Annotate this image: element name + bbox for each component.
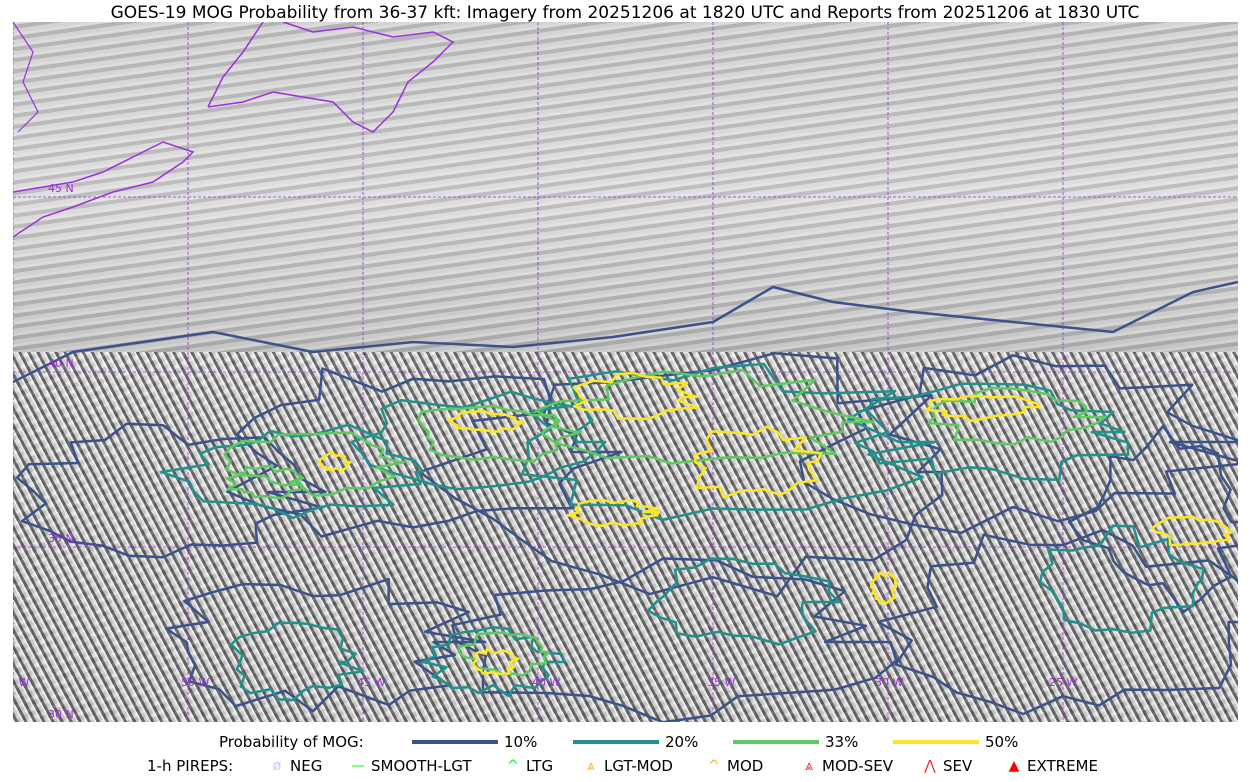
pirep-mod: ^ MOD (703, 757, 763, 775)
pirep-lgt-mod: ⩓ LGT-MOD (580, 757, 673, 775)
contour-10 (13, 280, 1238, 384)
contour-50 (572, 371, 699, 421)
swatch-50 (893, 740, 979, 744)
coastline-nova-scotia (13, 141, 195, 238)
swatch-20 (573, 740, 659, 744)
contour-33 (225, 464, 305, 500)
map-overlay (13, 22, 1238, 722)
contour-50 (446, 409, 525, 433)
contour-50 (925, 394, 1041, 423)
contour-50 (318, 451, 352, 472)
contour-33 (417, 404, 583, 463)
probability-legend-title: Probability of MOG: (219, 733, 364, 751)
lat-label: 40 N (48, 357, 74, 370)
pirep-extreme: ▲ EXTREME (1003, 757, 1098, 775)
lon-label: 25 W (1049, 676, 1078, 689)
contour-50 (566, 498, 661, 528)
neg-circle-icon: ø (272, 758, 282, 774)
contour-20 (646, 557, 841, 646)
contour-20 (229, 621, 365, 702)
legend-33: 33% (733, 733, 858, 751)
double-caret-bar-icon: ⩓ (805, 758, 813, 774)
contour-50 (471, 647, 520, 676)
legend-label: 20% (665, 733, 699, 751)
pirep-sev: ⋀ SEV (919, 757, 972, 775)
caret-icon: ^ (708, 758, 720, 774)
legend-label: 50% (985, 733, 1019, 751)
contour-10 (876, 528, 1238, 716)
pirep-neg: ø NEG (266, 757, 323, 775)
map-title: GOES-19 MOG Probability from 36-37 kft: … (110, 3, 1140, 23)
lon-label: 35 W (707, 676, 736, 689)
lat-label: 45 N (48, 182, 74, 195)
swatch-33 (733, 740, 819, 744)
caret-bar-icon: ⩓ (587, 758, 595, 774)
lon-label: 55 W (13, 676, 30, 689)
lat-label: 35 N (48, 532, 74, 545)
contour-10 (1067, 424, 1238, 614)
pirep-label: NEG (290, 757, 323, 775)
pirep-label: MOD-SEV (822, 757, 893, 775)
contour-10 (418, 351, 944, 598)
legend-label: 10% (504, 733, 538, 751)
contour-50 (693, 425, 823, 499)
satellite-map: 55 W 50 W 45 W 40 W 35 W 30 W 25 W 45 N … (13, 22, 1238, 722)
legend-label: 33% (825, 733, 859, 751)
lon-label: 45 W (357, 676, 386, 689)
legend-10: 10% (412, 733, 537, 751)
contour-33 (535, 368, 875, 465)
pirep-ltg: ^ LTG (502, 757, 553, 775)
lon-label: 50 W (181, 676, 210, 689)
contour-10 (164, 577, 487, 713)
lat-label: 30 N (48, 708, 74, 721)
pirep-label: SMOOTH-LGT (371, 757, 472, 775)
contour-20 (853, 382, 1130, 481)
cloud-texture (13, 352, 1238, 722)
contour-33 (457, 631, 550, 677)
pirep-label: MOD (727, 757, 764, 775)
contour-50 (869, 570, 898, 605)
lon-label: 40 W (532, 676, 561, 689)
pirep-smooth-lgt: — SMOOTH-LGT (347, 757, 472, 775)
contour-10 (15, 422, 327, 559)
pirep-mod-sev: ⩓ MOD-SEV (798, 757, 893, 775)
contour-20 (520, 362, 937, 522)
contour-10 (798, 354, 1238, 535)
pireps-legend-title: 1-h PIREPS: (147, 757, 234, 775)
pirep-label: LTG (526, 757, 554, 775)
pirep-label: LGT-MOD (604, 757, 673, 775)
caret-icon: ^ (507, 758, 519, 774)
line-icon: — (351, 758, 365, 774)
coastline-newfoundland (207, 22, 455, 133)
swatch-10 (412, 740, 498, 744)
contour-20 (1038, 524, 1205, 634)
filled-triangle-icon: ▲ (1008, 758, 1020, 774)
contour-50 (1151, 515, 1234, 547)
lon-label: 30 W (875, 676, 904, 689)
legend-20: 20% (573, 733, 698, 751)
contour-20 (350, 390, 607, 491)
legend-50: 50% (893, 733, 1018, 751)
coastline-west (13, 22, 39, 133)
double-caret-icon: ⋀ (924, 758, 936, 774)
contour-33 (223, 431, 406, 497)
contour-10 (226, 367, 623, 538)
pirep-label: SEV (943, 757, 973, 775)
pirep-label: EXTREME (1027, 757, 1098, 775)
contour-33 (927, 386, 1107, 447)
